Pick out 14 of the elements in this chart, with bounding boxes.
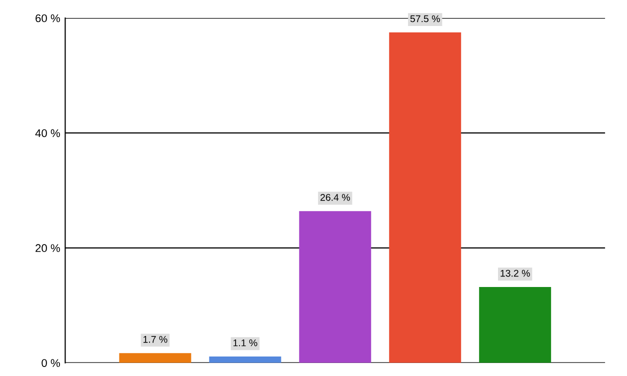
data-label: 26.4 % bbox=[320, 194, 350, 201]
y-tick-label: 60 % bbox=[36, 14, 60, 22]
bar bbox=[389, 32, 462, 363]
data-label: 57.5 % bbox=[410, 15, 440, 22]
bar bbox=[479, 286, 552, 363]
bar bbox=[209, 356, 282, 363]
y-tick-label: 0 % bbox=[42, 359, 60, 367]
data-label: 13.2 % bbox=[500, 270, 530, 277]
data-label: 1.1 % bbox=[233, 339, 258, 346]
y-tick-label: 40 % bbox=[35, 129, 60, 138]
bar bbox=[119, 353, 192, 363]
data-label: 1.7 % bbox=[143, 336, 168, 343]
y-tick-label: 20 % bbox=[36, 244, 60, 252]
bar bbox=[299, 211, 372, 363]
